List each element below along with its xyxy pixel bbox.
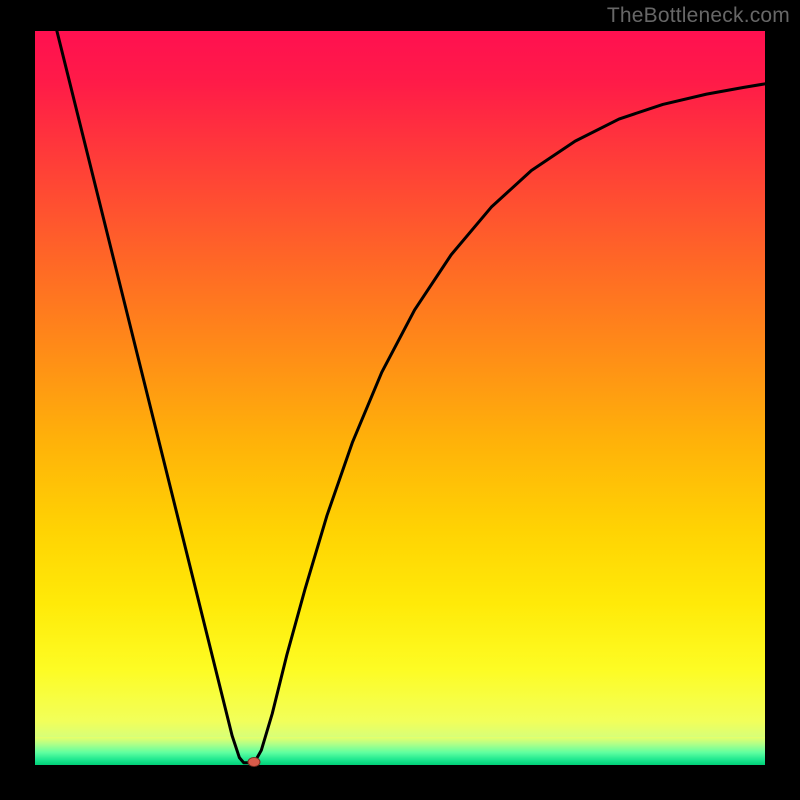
bottleneck-curve <box>57 31 765 763</box>
watermark-text: TheBottleneck.com <box>607 4 790 28</box>
chart-stage: TheBottleneck.com <box>0 0 800 800</box>
curve-layer <box>35 31 765 765</box>
plot-frame <box>35 31 765 765</box>
optimum-marker <box>248 757 261 767</box>
